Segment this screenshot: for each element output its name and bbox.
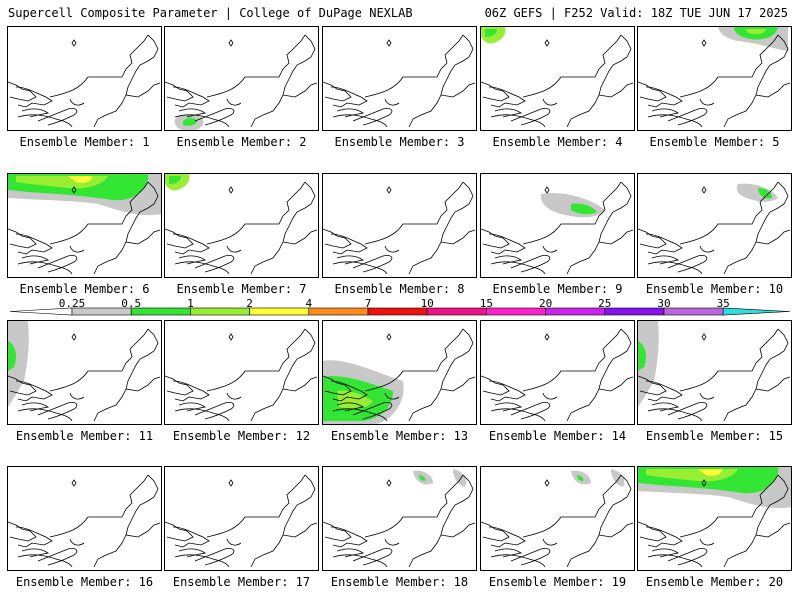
legend-tick-label: 35: [716, 297, 730, 310]
panel-caption: Ensemble Member: 11: [15, 429, 154, 443]
map-panel-member-19: [480, 466, 635, 571]
map-plot: [481, 469, 634, 568]
panel-caption: Ensemble Member: 7: [176, 282, 307, 296]
legend-swatch: [426, 307, 487, 316]
panel-caption: Ensemble Member: 15: [645, 429, 784, 443]
panel-caption: Ensemble Member: 12: [172, 429, 311, 443]
map-panel-member-15: [637, 320, 792, 425]
map-plot: [165, 474, 318, 568]
panel-caption: Ensemble Member: 10: [645, 282, 784, 296]
map-panel-member-11: [7, 320, 162, 425]
map-plot: [638, 321, 791, 422]
map-plot: [638, 181, 791, 275]
map-panel-member-12: [164, 320, 319, 425]
map-panel-member-17: [164, 466, 319, 571]
legend-swatch: [367, 307, 428, 316]
map-plot: [8, 321, 161, 422]
map-panel-member-6: [7, 173, 162, 278]
legend-swatch: [190, 307, 250, 316]
figure-title: Supercell Composite Parameter | College …: [8, 6, 413, 20]
map-plot: [638, 27, 791, 128]
map-panel-member-2: [164, 26, 319, 131]
map-plot: [638, 467, 791, 568]
map-panel-member-13: [322, 320, 477, 425]
panel-caption: Ensemble Member: 8: [334, 282, 465, 296]
map-panel-member-10: [637, 173, 792, 278]
panel-caption: Ensemble Member: 4: [492, 135, 623, 149]
map-plot: [165, 174, 318, 275]
map-panel-member-9: [480, 173, 635, 278]
legend-tick-label: 30: [657, 297, 671, 310]
legend-swatch: [545, 307, 606, 316]
map-panel-member-1: [7, 26, 162, 131]
legend-swatch: [249, 307, 310, 316]
map-panel-member-7: [164, 173, 319, 278]
panel-caption: Ensemble Member: 5: [649, 135, 780, 149]
map-plot: [8, 474, 161, 568]
map-plot: [481, 181, 634, 275]
map-panel-member-16: [7, 466, 162, 571]
legend-arrow-right: [722, 307, 790, 316]
map-plot: [165, 34, 318, 130]
legend-tick-label: 20: [538, 297, 553, 310]
panel-caption: Ensemble Member: 1: [19, 135, 150, 149]
panel-caption: Ensemble Member: 17: [172, 575, 311, 589]
map-panel-member-18: [322, 466, 477, 571]
map-plot: [481, 328, 634, 422]
legend-swatch: [486, 307, 546, 316]
map-plot: [323, 328, 476, 424]
legend-tick-label: 25: [598, 297, 612, 310]
map-panel-member-4: [480, 26, 635, 131]
map-panel-member-5: [637, 26, 792, 131]
panel-caption: Ensemble Member: 14: [488, 429, 627, 443]
map-plot: [481, 27, 634, 128]
panel-caption: Ensemble Member: 3: [334, 135, 465, 149]
legend-tick-label: 10: [420, 297, 434, 310]
legend-tick-label: 0.25: [58, 297, 86, 310]
legend-swatch: [604, 307, 665, 316]
legend-tick-label: 0.5: [121, 297, 142, 310]
map-panel-member-20: [637, 466, 792, 571]
legend-tick-label: 7: [364, 297, 372, 310]
panel-caption: Ensemble Member: 13: [330, 429, 469, 443]
legend-tick-label: 1: [187, 297, 194, 310]
map-plot: [323, 469, 476, 568]
legend-tick-label: 4: [305, 297, 313, 310]
legend-swatch: [663, 307, 724, 316]
map-panel-member-3: [322, 26, 477, 131]
map-plot: [8, 174, 161, 275]
color-legend-bar: [10, 307, 790, 316]
map-plot: [323, 181, 476, 275]
panel-caption: Ensemble Member: 6: [19, 282, 150, 296]
legend-tick-label: 2: [246, 297, 253, 310]
panel-caption: Ensemble Member: 9: [492, 282, 623, 296]
map-panel-member-8: [322, 173, 477, 278]
map-plot: [323, 34, 476, 128]
panel-caption: Ensemble Member: 20: [645, 575, 784, 589]
panel-caption: Ensemble Member: 2: [176, 135, 307, 149]
model-valid-time: 06Z GEFS | F252 Valid: 18Z TUE JUN 17 20…: [484, 6, 788, 20]
legend-tick-label: 15: [479, 297, 494, 310]
panel-caption: Ensemble Member: 16: [15, 575, 154, 589]
map-plot: [8, 34, 161, 128]
panel-caption: Ensemble Member: 19: [488, 575, 627, 589]
panel-caption: Ensemble Member: 18: [330, 575, 469, 589]
legend-swatch: [308, 307, 369, 316]
map-panel-member-14: [480, 320, 635, 425]
map-plot: [165, 328, 318, 422]
